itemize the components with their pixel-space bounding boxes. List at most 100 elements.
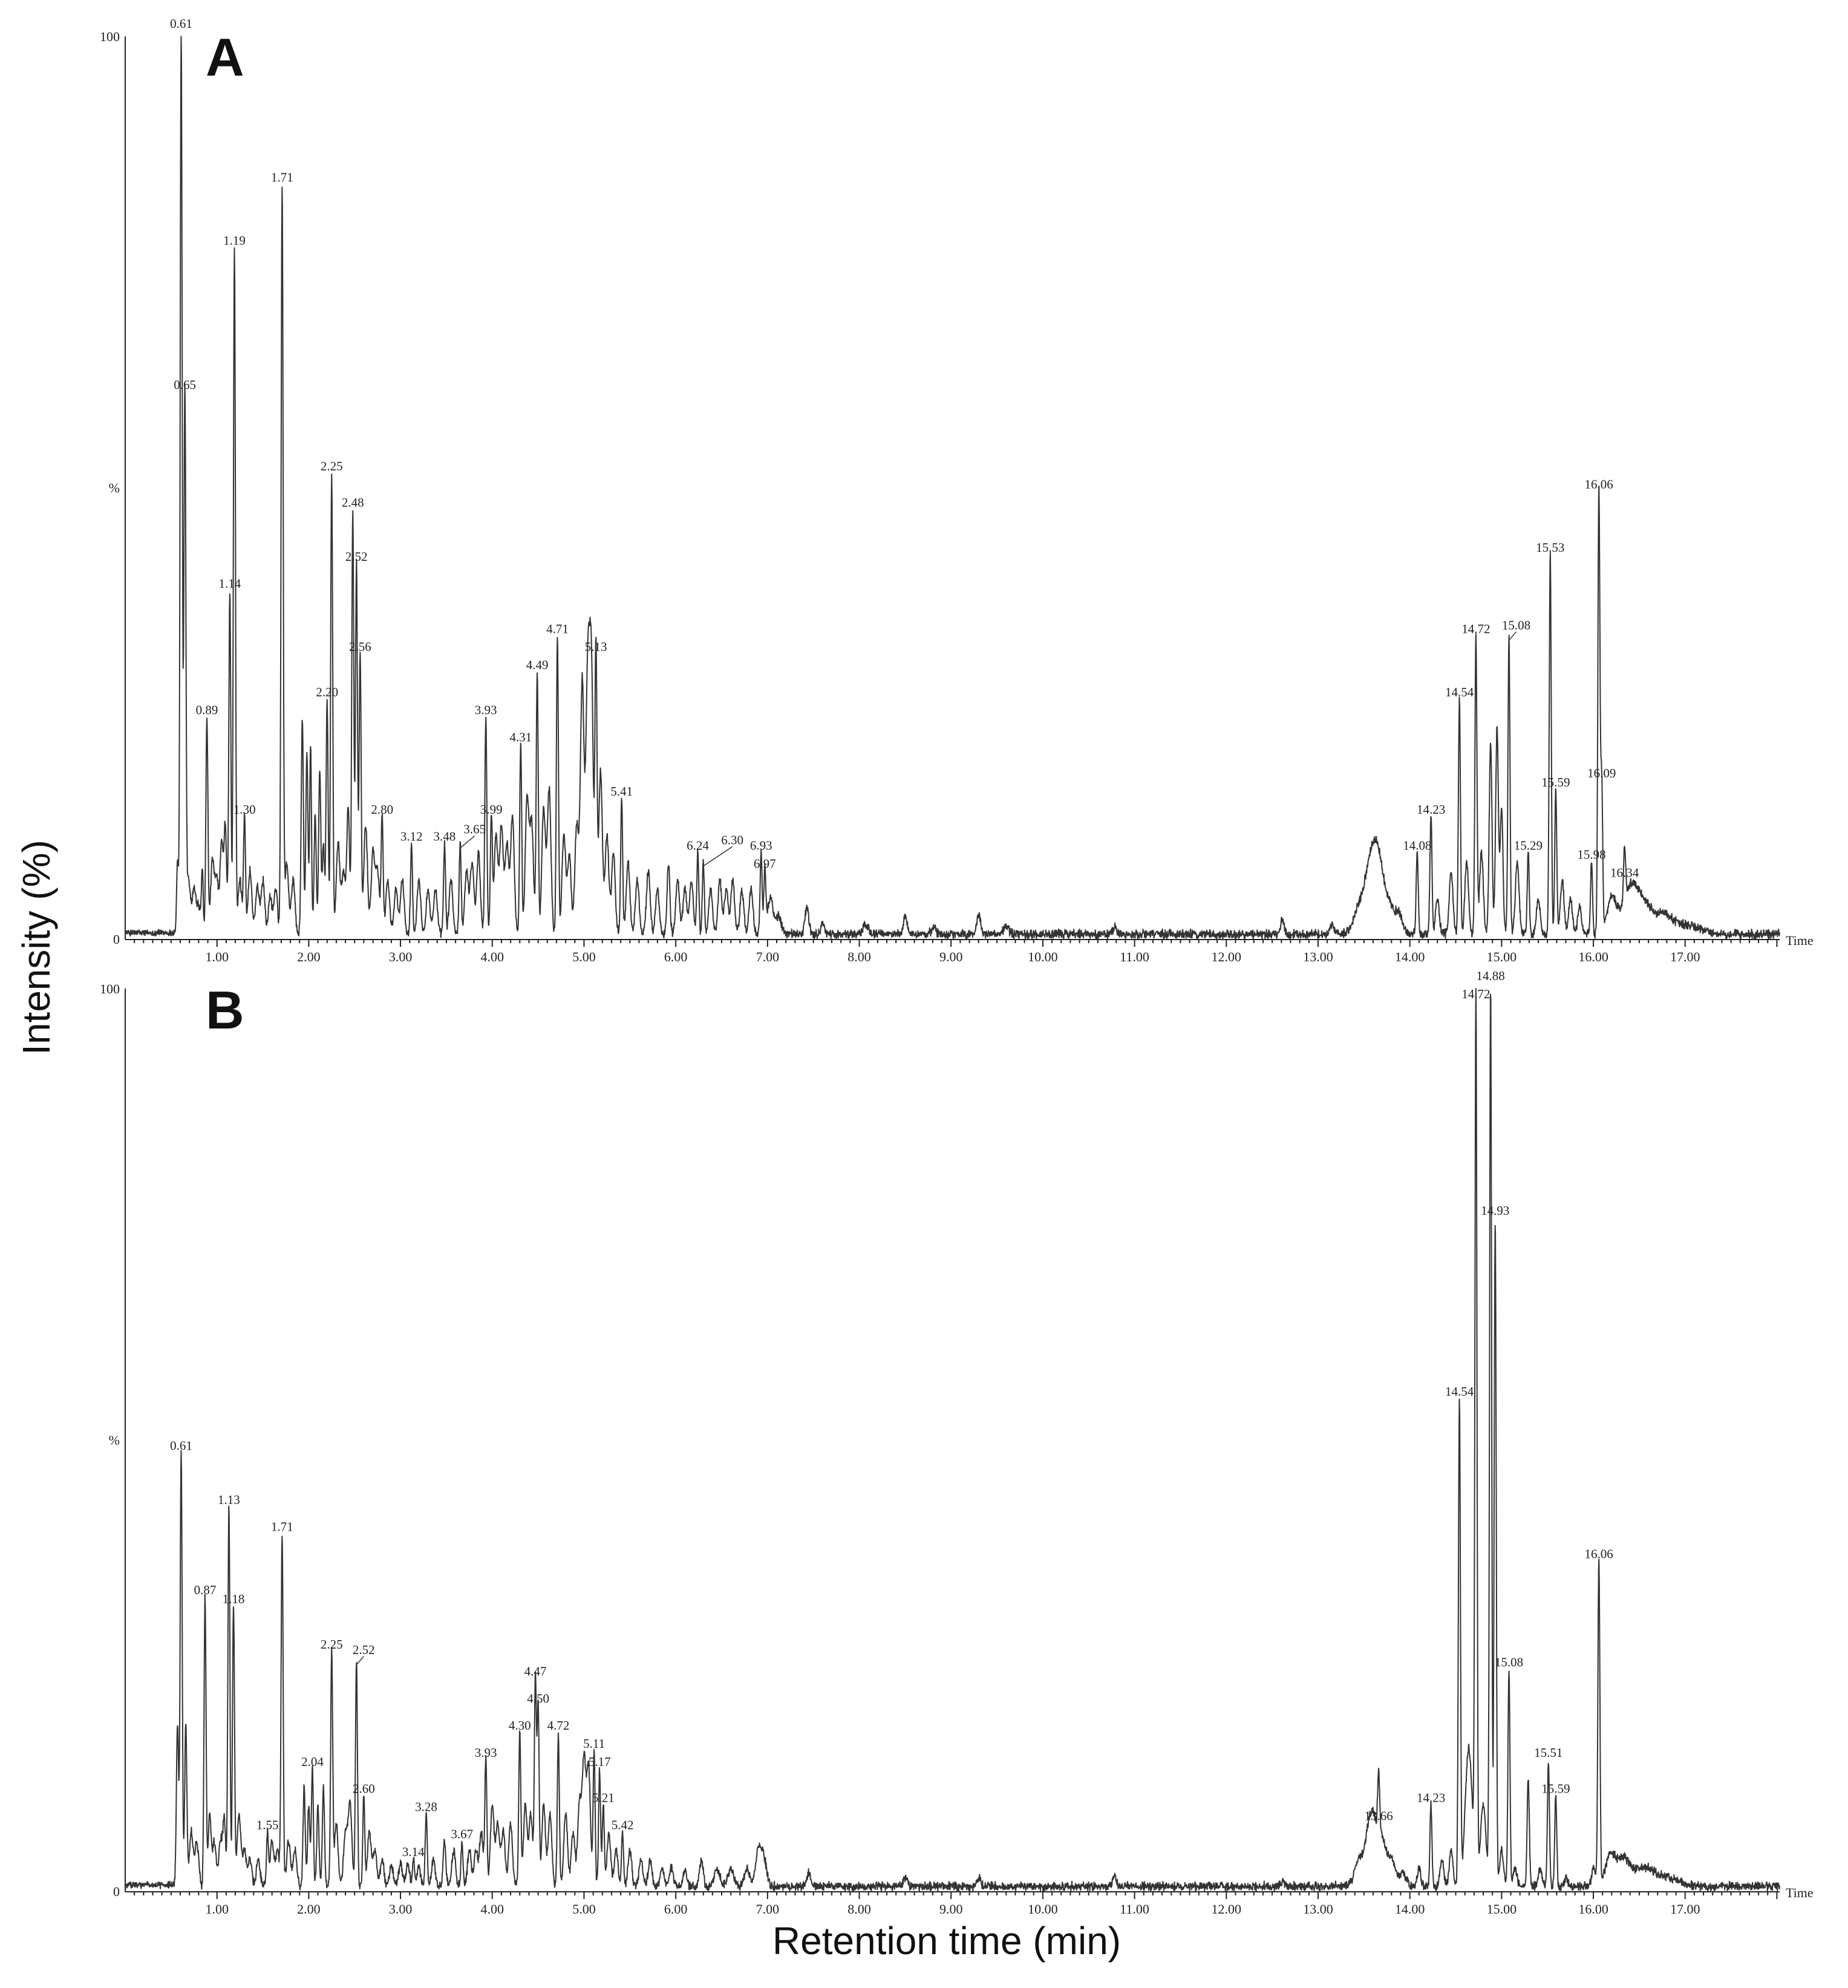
peak-label: 1.14 — [219, 577, 241, 591]
x-ticks: 1.00 2.00 3.00 4.00 5.00 6.00 7.00 8.00 9.00 10.0… — [134, 1892, 1778, 1917]
peak-label: 2.52 — [345, 549, 368, 564]
x-tick-label: 4.00 — [481, 949, 504, 964]
peak-label: 15.08 — [1495, 1655, 1523, 1670]
x-tick-label: 12.00 — [1212, 949, 1242, 964]
peak-label: 3.28 — [415, 1800, 437, 1814]
peak-label: 15.98 — [1577, 848, 1605, 862]
chromatogram-panel-a: A 100 % 0 Time 1.00 2.00 3.00 4.00 5.00 6.00 7… — [100, 16, 1814, 964]
x-tick-label: 17.00 — [1670, 1901, 1700, 1917]
peak-label: 0.87 — [194, 1583, 217, 1597]
peak-label: 3.93 — [475, 1745, 497, 1760]
x-tick-label: 10.00 — [1028, 949, 1058, 964]
peak-label: 3.99 — [480, 802, 503, 817]
peak-label: 14.72 — [1461, 621, 1490, 636]
x-tick-label: 2.00 — [297, 1901, 321, 1917]
x-tick-label: 2.00 — [297, 949, 321, 964]
peak-label: 14.08 — [1403, 839, 1431, 853]
chromatogram-panel-b: B 100 % 0 Time 1.00 2.00 3.00 4.00 5.00 6.00 7… — [100, 969, 1814, 1917]
peak-label: 0.65 — [174, 378, 196, 392]
peak-label: 1.30 — [233, 802, 256, 817]
peak-leader-line — [460, 835, 475, 849]
panel-letter: A — [206, 27, 244, 87]
x-tick-label: 4.00 — [481, 1901, 504, 1917]
peak-label: 4.72 — [547, 1718, 570, 1733]
peak-label: 1.71 — [271, 170, 293, 185]
peak-label: 1.19 — [223, 233, 246, 247]
peak-label: 15.08 — [1502, 618, 1530, 632]
peak-label: 4.47 — [524, 1664, 547, 1679]
peak-label: 5.13 — [585, 639, 607, 654]
x-axis-end-label: Time — [1786, 933, 1814, 948]
x-tick-label: 12.00 — [1212, 1901, 1242, 1917]
peak-label: 2.60 — [353, 1782, 375, 1796]
peak-labels: 0.61 0.87 1.13 1.18 1.55 1.71 2.04 2.25 2.52 2.60… — [170, 969, 1613, 1859]
peak-label: 1.18 — [223, 1592, 245, 1606]
chromatogram-trace — [125, 36, 1780, 940]
peak-label: 0.61 — [170, 16, 192, 31]
peak-label: 4.71 — [546, 621, 569, 636]
peak-label: 14.72 — [1461, 987, 1490, 1001]
x-tick-label: 16.00 — [1578, 1901, 1608, 1917]
peak-label: 15.53 — [1536, 540, 1564, 555]
peak-label: 16.06 — [1585, 477, 1613, 491]
peak-label: 4.50 — [527, 1691, 549, 1705]
x-tick-label: 1.00 — [205, 1901, 229, 1917]
x-ticks: 1.00 2.00 3.00 4.00 5.00 6.00 7.00 8.00 9.00 10.0… — [134, 940, 1778, 964]
peak-label: 15.59 — [1541, 775, 1570, 790]
x-tick-label: 5.00 — [572, 949, 596, 964]
peak-label: 3.65 — [463, 822, 486, 837]
x-tick-label: 7.00 — [756, 949, 780, 964]
peak-label: 3.67 — [451, 1826, 473, 1841]
peak-label: 14.93 — [1481, 1203, 1509, 1218]
peak-label: 3.48 — [434, 829, 456, 844]
x-tick-label: 3.00 — [389, 1901, 413, 1917]
peak-label: 2.80 — [371, 802, 393, 817]
peak-label: 2.25 — [321, 459, 343, 474]
x-tick-label: 6.00 — [664, 1901, 688, 1917]
peak-label: 6.93 — [750, 839, 772, 853]
peak-label: 14.54 — [1445, 1384, 1474, 1399]
x-tick-label: 11.00 — [1120, 1901, 1149, 1917]
peak-label: 1.13 — [218, 1493, 240, 1507]
x-tick-label: 7.00 — [756, 1901, 780, 1917]
x-tick-label: 8.00 — [847, 949, 871, 964]
peak-label: 5.41 — [610, 784, 633, 799]
peak-label: 5.42 — [612, 1817, 634, 1832]
peak-label: 2.20 — [316, 685, 338, 699]
peak-label: 16.34 — [1610, 865, 1639, 880]
peak-label: 6.30 — [721, 833, 743, 848]
peak-label: 15.59 — [1541, 1782, 1570, 1796]
peak-label: 14.23 — [1417, 1791, 1445, 1805]
x-tick-label: 17.00 — [1670, 949, 1700, 964]
y-tick-bottom: 0 — [113, 1884, 120, 1899]
peak-label: 0.89 — [196, 703, 218, 718]
peak-label: 4.30 — [509, 1718, 531, 1733]
peak-label: 16.06 — [1585, 1547, 1613, 1561]
x-tick-label: 14.00 — [1395, 1901, 1425, 1917]
x-tick-label: 13.00 — [1303, 1901, 1333, 1917]
peak-label: 14.88 — [1477, 969, 1505, 983]
peak-label: 15.29 — [1514, 839, 1543, 853]
peak-labels: 0.61 0.65 0.89 1.14 1.19 1.30 1.71 2.20 2.25 2.48… — [170, 16, 1639, 880]
peak-label: 5.21 — [592, 1791, 615, 1805]
x-tick-label: 6.00 — [664, 949, 688, 964]
y-axis-title: Intensity (%) — [15, 840, 58, 1055]
x-tick-label: 8.00 — [847, 1901, 871, 1917]
peak-label: 2.52 — [353, 1643, 375, 1657]
peak-label: 3.14 — [402, 1845, 425, 1859]
peak-label: 3.12 — [400, 829, 423, 844]
peak-label: 6.97 — [754, 856, 776, 871]
x-tick-label: 11.00 — [1120, 949, 1149, 964]
x-tick-label: 9.00 — [939, 949, 963, 964]
y-tick-mid: % — [109, 1433, 120, 1448]
x-tick-label: 5.00 — [572, 1901, 596, 1917]
x-tick-label: 13.00 — [1303, 949, 1333, 964]
panel-letter: B — [206, 980, 244, 1040]
x-axis-title: Retention time (min) — [772, 1919, 1121, 1963]
y-tick-top: 100 — [100, 29, 120, 44]
peak-label: 5.11 — [583, 1736, 605, 1751]
peak-label: 3.93 — [475, 703, 497, 718]
peak-label: 2.56 — [349, 639, 371, 654]
peak-label: 14.23 — [1417, 802, 1445, 817]
x-tick-label: 10.00 — [1028, 1901, 1058, 1917]
